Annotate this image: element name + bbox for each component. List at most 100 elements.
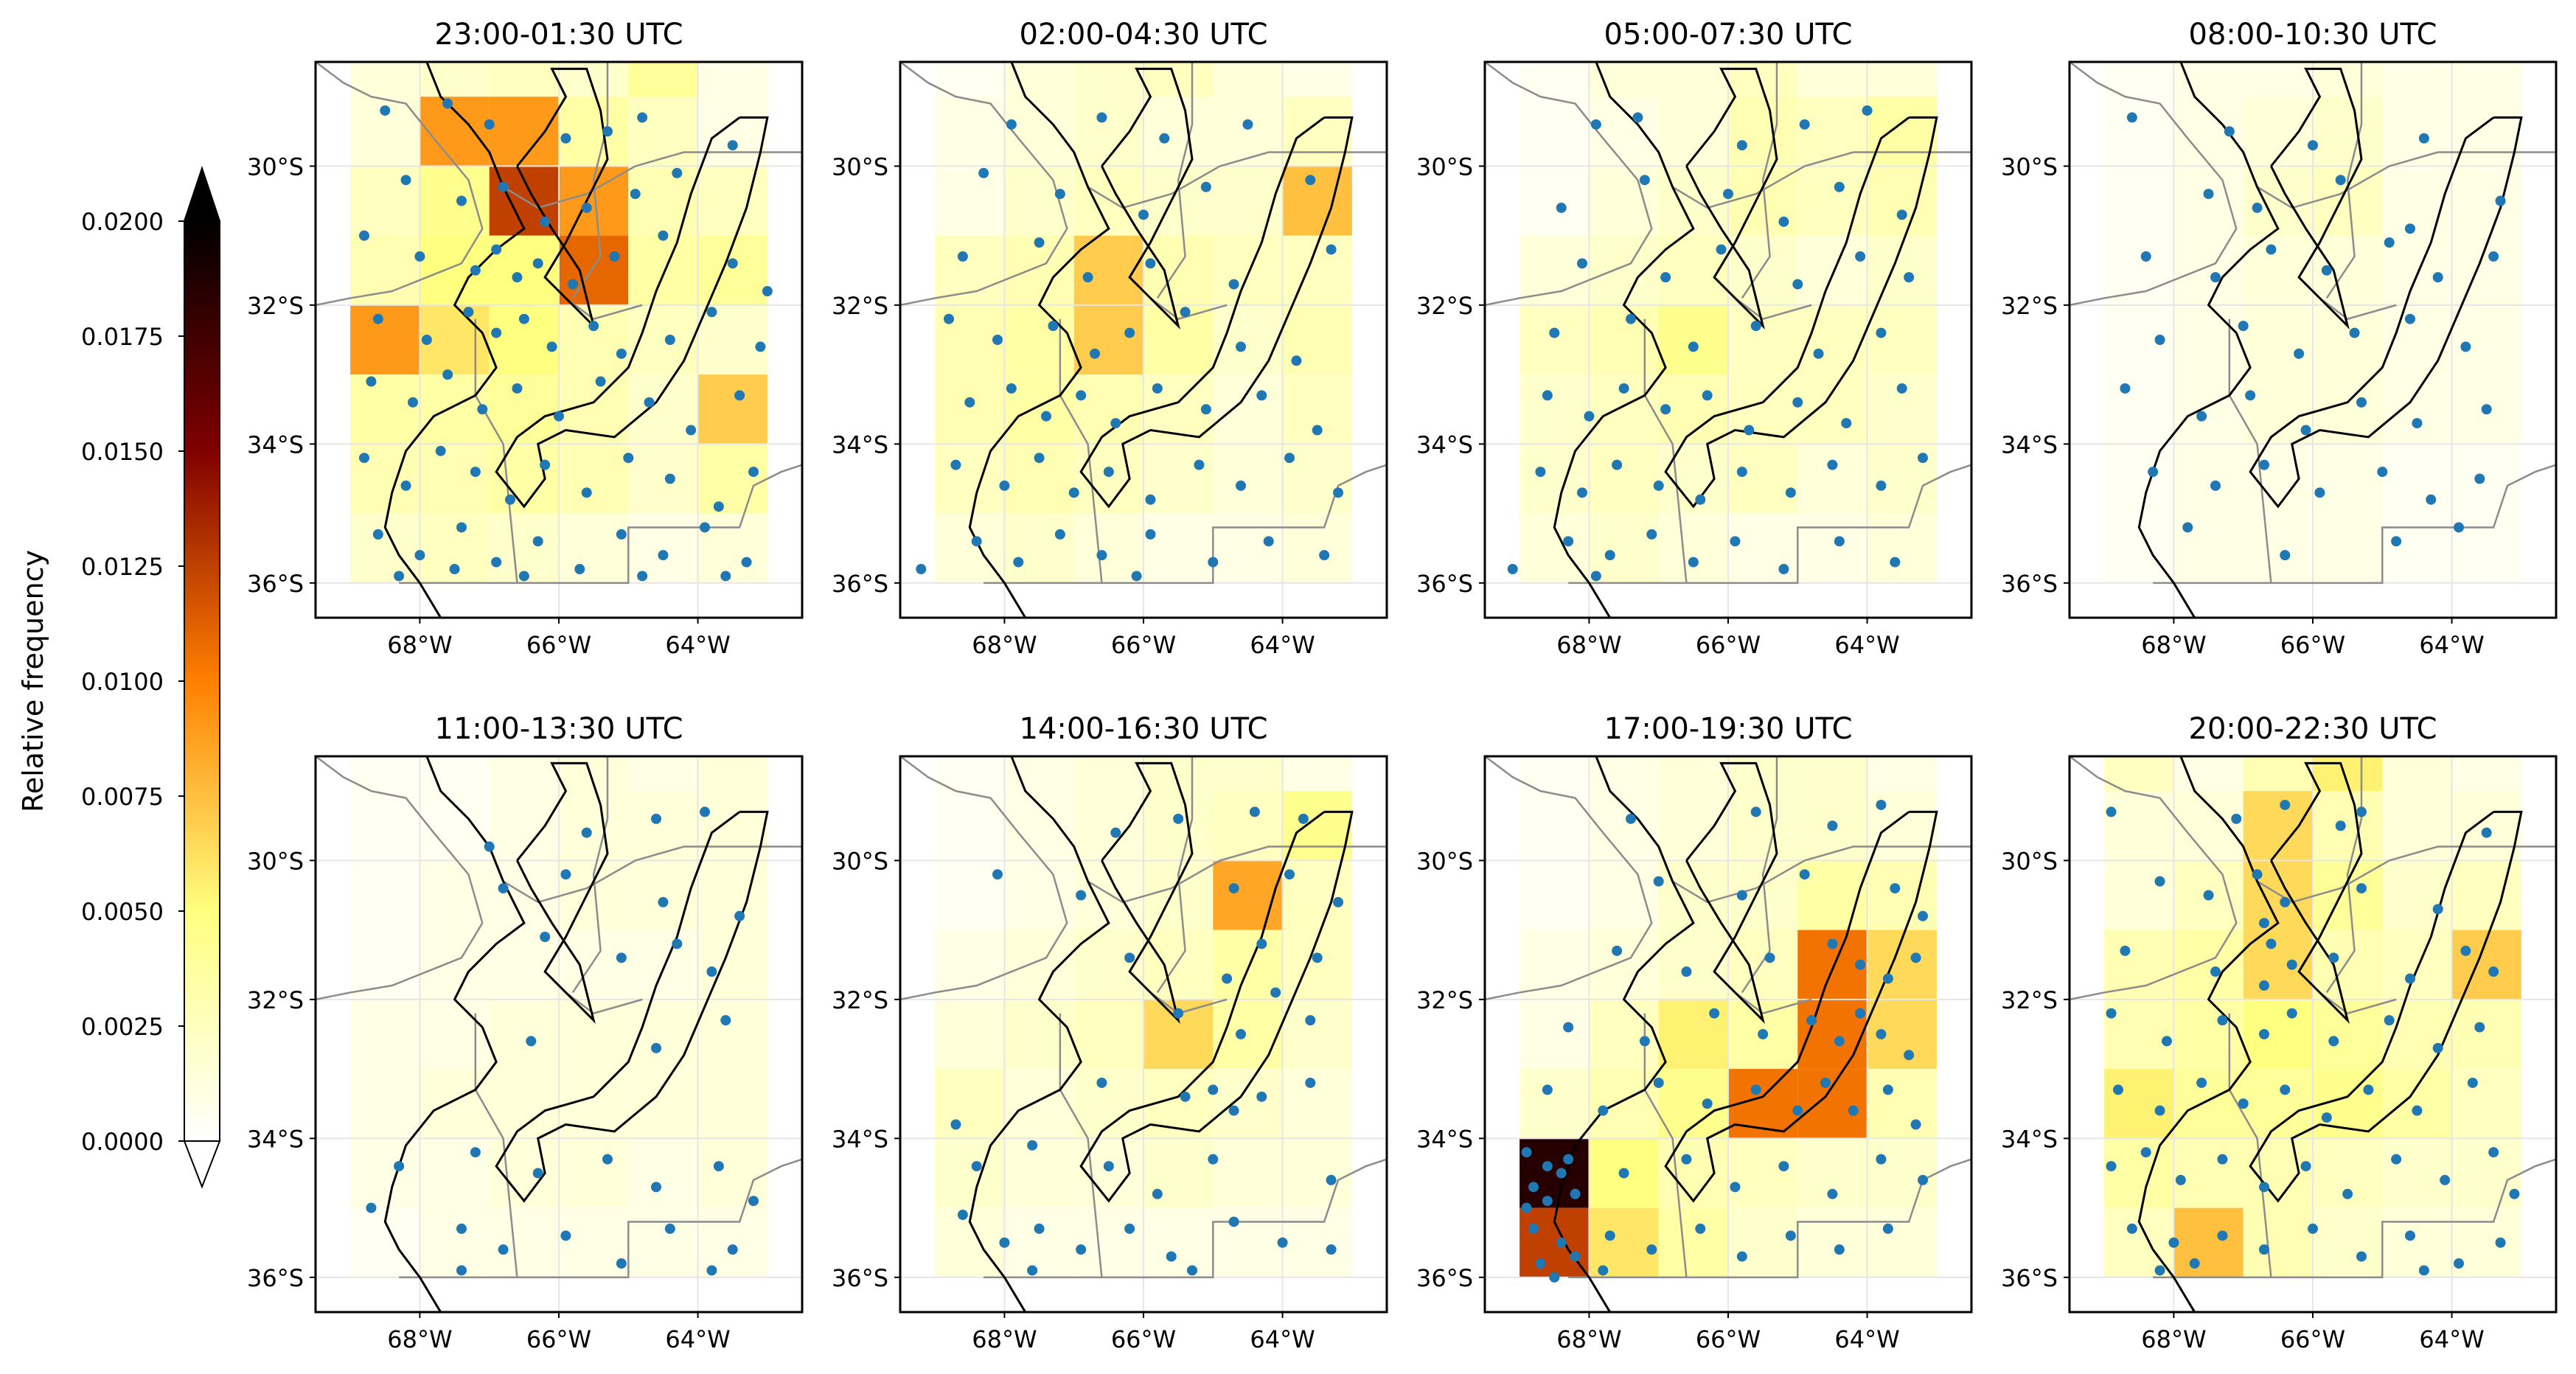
heatmap-cell xyxy=(350,999,420,1070)
event-point xyxy=(651,813,661,824)
event-point xyxy=(2460,945,2471,956)
heatmap-cell xyxy=(1520,860,1590,930)
event-point xyxy=(1535,467,1546,478)
heatmap-cell xyxy=(1213,513,1283,583)
heatmap-cell xyxy=(628,374,698,444)
event-point xyxy=(1006,119,1017,130)
heatmap-cell xyxy=(2173,304,2243,375)
event-point xyxy=(394,571,405,582)
event-point xyxy=(1918,910,1928,921)
heatmap-cell xyxy=(489,1069,559,1139)
event-point xyxy=(512,383,523,394)
heatmap-cell xyxy=(628,235,698,305)
event-point xyxy=(1653,480,1664,491)
colorbar-extend-min xyxy=(183,1140,221,1189)
heatmap-cell xyxy=(697,999,767,1070)
map-panel: 20:00-22:30 UTC 30°S 32°S 34°S 36°S 68°W 66°W 6… xyxy=(2001,712,2558,1353)
event-point xyxy=(1549,327,1560,338)
border-line xyxy=(1156,756,1194,994)
event-point xyxy=(1312,425,1323,436)
event-point xyxy=(595,376,606,387)
event-point xyxy=(1626,313,1636,324)
border-line xyxy=(2069,62,2238,307)
event-point xyxy=(1778,564,1789,575)
heatmap-cell xyxy=(935,930,1005,1000)
heatmap-cell xyxy=(1213,97,1283,167)
event-point xyxy=(1326,1244,1337,1255)
event-point xyxy=(1542,1161,1553,1172)
heatmap-cell xyxy=(1004,97,1074,167)
event-point xyxy=(686,425,697,436)
event-point xyxy=(1270,987,1281,998)
colorbar-tick-label: 0.0175 xyxy=(81,323,164,351)
event-point xyxy=(1228,1105,1239,1116)
event-point xyxy=(2175,1174,2186,1185)
event-point xyxy=(2252,202,2263,213)
event-point xyxy=(2321,1112,2332,1123)
heatmap-cell xyxy=(1589,513,1659,583)
panel-title: 08:00-10:30 UTC xyxy=(2189,18,2437,52)
border-line xyxy=(1734,991,1812,1015)
event-point xyxy=(755,341,766,352)
event-point xyxy=(1208,557,1219,568)
border-line xyxy=(2256,151,2556,209)
event-point xyxy=(1834,181,1845,192)
lon-tick-label: 66°W xyxy=(1111,631,1176,659)
event-point xyxy=(1200,181,1211,192)
event-point xyxy=(1556,1168,1567,1179)
heatmap-cell xyxy=(1658,1069,1728,1139)
lat-tick-label: 32°S xyxy=(247,986,304,1014)
event-point xyxy=(366,1202,377,1213)
colorbar-tick-label: 0.0050 xyxy=(81,898,164,926)
event-point xyxy=(1792,279,1803,290)
border-line xyxy=(399,464,802,585)
heatmap-cell xyxy=(1073,1138,1143,1208)
heatmap-cell xyxy=(1282,166,1352,236)
event-point xyxy=(1145,529,1156,540)
heatmap-cell xyxy=(935,62,1005,97)
lat-tick-label: 36°S xyxy=(247,1264,304,1292)
event-point xyxy=(1041,411,1051,422)
event-point xyxy=(1598,1105,1609,1116)
event-point xyxy=(1542,1084,1553,1095)
heatmap-cell xyxy=(2313,97,2383,167)
event-point xyxy=(1688,341,1699,352)
event-point xyxy=(1695,494,1706,505)
event-point xyxy=(1277,1237,1288,1248)
heatmap-cell xyxy=(559,513,629,583)
heatmap-cell xyxy=(2451,860,2521,930)
heatmap-cell xyxy=(2382,166,2452,236)
border-line xyxy=(900,756,1068,1001)
event-point xyxy=(2217,1154,2228,1165)
event-point xyxy=(2162,1036,2172,1047)
border-line xyxy=(1568,1158,1971,1279)
heatmap-cell xyxy=(1658,513,1728,583)
heatmap-cell xyxy=(1589,97,1659,167)
event-point xyxy=(1556,1237,1567,1248)
event-point xyxy=(1827,1188,1838,1199)
lon-tick-label: 64°W xyxy=(2419,1325,2484,1353)
event-point xyxy=(1027,1265,1038,1276)
border-line xyxy=(399,1158,802,1279)
heatmap-cell xyxy=(1589,62,1659,97)
heatmap-cell xyxy=(2173,1207,2243,1277)
colorbar: 0.0000 0.0025 0.0050 0.0075 0.0100 0.0125 0.01… xyxy=(17,165,221,1189)
lon-tick-label: 68°W xyxy=(1556,631,1621,659)
heatmap-cell xyxy=(697,1207,767,1277)
event-point xyxy=(1563,536,1574,547)
event-point xyxy=(2356,883,2367,894)
lon-tick-label: 66°W xyxy=(2280,631,2345,659)
panel-title: 02:00-04:30 UTC xyxy=(1020,18,1268,52)
heatmap-cell xyxy=(1143,513,1214,583)
event-point xyxy=(2280,1084,2291,1095)
border-line xyxy=(1149,297,1228,321)
heatmap-cell xyxy=(1073,1069,1143,1139)
heatmap-cell xyxy=(1073,756,1143,792)
event-point xyxy=(1896,383,1907,394)
event-point xyxy=(1180,307,1191,318)
heatmap-cell xyxy=(1589,1069,1659,1139)
heatmap-cell xyxy=(1797,860,1867,930)
event-point xyxy=(2328,952,2339,963)
heatmap-cell xyxy=(1143,97,1214,167)
